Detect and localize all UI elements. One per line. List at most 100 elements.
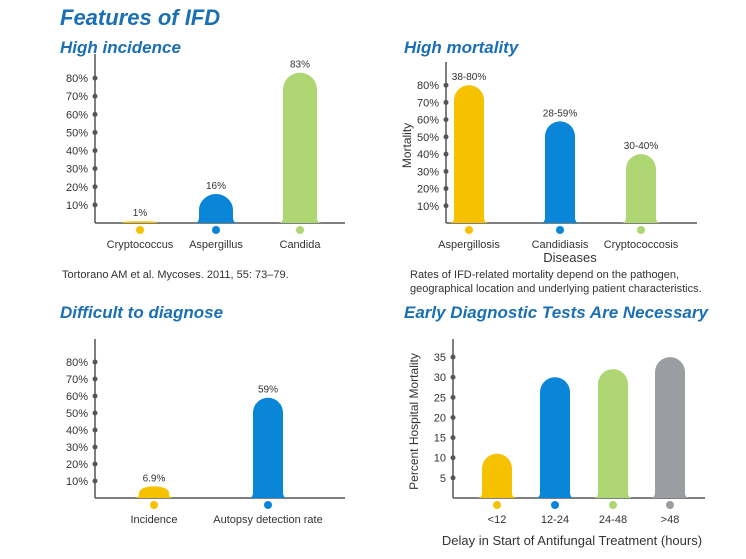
y-tick-marker (450, 455, 456, 461)
data-label: 38-80% (452, 72, 487, 83)
data-label: 16% (206, 181, 226, 192)
y-tick-marker (450, 435, 456, 441)
x-tick-label: Candidiasis (532, 239, 589, 251)
x-tick-label: <12 (488, 514, 507, 526)
category-dot-candida (296, 226, 304, 234)
y-tick-label: 25 (434, 392, 446, 404)
y-tick-marker (450, 354, 456, 360)
bar-autopsy-detection-rate (248, 397, 288, 498)
category-dot-candidiasis (556, 226, 564, 234)
data-label: 83% (290, 60, 310, 71)
y-tick-label: 20% (66, 182, 88, 194)
x-tick-label: Cryptococcus (107, 239, 174, 251)
y-tick-label: 35 (434, 352, 446, 364)
y-tick-marker (443, 203, 449, 209)
category-dot-cryptococcus (136, 226, 144, 234)
y-tick-marker (92, 444, 98, 450)
y-tick-marker (450, 374, 456, 380)
y-tick-marker (92, 129, 98, 135)
citation-text: Tortorano AM et al. Mycoses. 2011, 55: 7… (62, 269, 289, 281)
y-tick-marker (92, 148, 98, 154)
x-tick-label: >48 (661, 514, 680, 526)
y-tick-label: 10% (417, 201, 439, 213)
y-tick-label: 40% (417, 149, 439, 161)
x-tick-label: Aspergillus (189, 239, 243, 251)
y-tick-label: 60% (66, 109, 88, 121)
y-tick-label: 20% (417, 184, 439, 196)
y-tick-label: 10 (434, 453, 446, 465)
category-dot-aspergillosis (465, 226, 473, 234)
bar-12 (477, 453, 517, 498)
category-dot-incidence (150, 501, 158, 509)
y-tick-marker (450, 475, 456, 481)
data-label: 1% (133, 208, 148, 219)
y-tick-label: 20 (434, 412, 446, 424)
category-dot-12-24 (551, 501, 559, 509)
bar-aspergillosis (449, 85, 489, 223)
panel-title-early-diagnostic-tests: Early Diagnostic Tests Are Necessary (404, 303, 708, 322)
y-tick-label: 70% (66, 91, 88, 103)
category-dot-aspergillus (212, 226, 220, 234)
y-axis-title: Mortality (400, 123, 414, 168)
x-tick-label: Autopsy detection rate (213, 514, 322, 526)
y-tick-label: 30% (66, 442, 88, 454)
main-title: Features of IFD (60, 5, 221, 30)
x-tick-label: 12-24 (541, 514, 569, 526)
x-tick-label: Incidence (130, 514, 177, 526)
x-tick-label: Aspergillosis (438, 239, 500, 251)
y-tick-marker (92, 461, 98, 467)
bar-candidiasis (540, 121, 580, 223)
bar-12-24 (535, 377, 575, 498)
bar-candida (278, 72, 322, 223)
x-axis-title: Delay in Start of Antifungal Treatment (… (442, 533, 702, 548)
y-tick-label: 30 (434, 372, 446, 384)
y-tick-label: 70% (417, 97, 439, 109)
y-tick-marker (92, 376, 98, 382)
y-tick-label: 30% (66, 164, 88, 176)
bar-cryptococcosis (621, 154, 661, 223)
x-tick-label: 24-48 (599, 514, 627, 526)
y-tick-marker (92, 75, 98, 81)
x-axis-title: Diseases (543, 250, 597, 265)
category-dot-cryptococcosis (637, 226, 645, 234)
category-dot-autopsy-detection-rate (264, 501, 272, 509)
data-label: 6.9% (143, 473, 166, 484)
category-dot-24-48 (609, 501, 617, 509)
y-tick-marker (92, 393, 98, 399)
y-tick-label: 40% (66, 425, 88, 437)
category-dot-48 (666, 501, 674, 509)
data-label: 30-40% (624, 141, 659, 152)
y-tick-marker (92, 93, 98, 99)
y-tick-label: 80% (66, 357, 88, 369)
y-tick-marker (443, 82, 449, 88)
y-tick-marker (443, 151, 449, 157)
y-axis-title: Percent Hospital Mortality (407, 353, 421, 490)
bar-aspergillus (194, 194, 238, 223)
y-tick-marker (92, 410, 98, 416)
panel-title-high-mortality: High mortality (404, 38, 519, 57)
y-tick-label: 80% (417, 80, 439, 92)
y-tick-marker (92, 202, 98, 208)
y-tick-label: 60% (417, 115, 439, 127)
bar-48 (650, 357, 690, 498)
y-tick-marker (450, 394, 456, 400)
y-tick-marker (92, 427, 98, 433)
y-tick-marker (92, 184, 98, 190)
y-tick-marker (92, 359, 98, 365)
y-tick-marker (92, 478, 98, 484)
y-tick-label: 50% (417, 132, 439, 144)
y-tick-label: 80% (66, 73, 88, 85)
y-tick-marker (92, 111, 98, 117)
y-tick-marker (443, 134, 449, 140)
x-tick-label: Candida (280, 239, 322, 251)
panel-title-high-incidence: High incidence (60, 38, 181, 57)
bar-cryptococcus (122, 221, 158, 223)
category-dot-12 (493, 501, 501, 509)
y-tick-label: 10% (66, 476, 88, 488)
y-tick-marker (92, 166, 98, 172)
mortality-note: Rates of IFD-related mortality depend on… (410, 269, 702, 295)
